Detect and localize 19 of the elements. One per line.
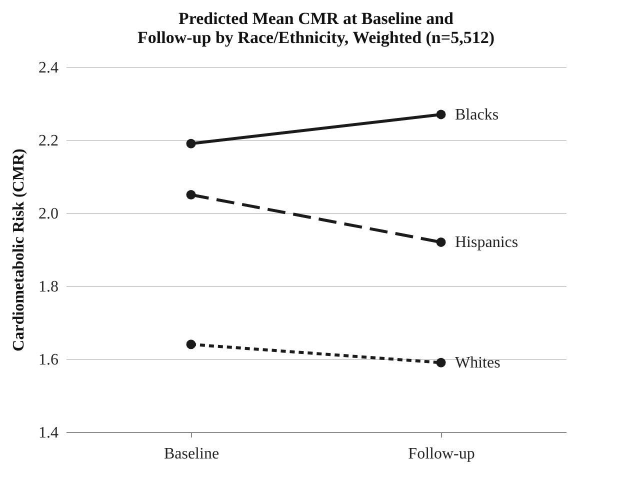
y-tick-label: 2.0	[38, 206, 58, 222]
point	[436, 358, 446, 368]
x-tick-label: Baseline	[164, 446, 220, 462]
series-label: Blacks	[455, 106, 499, 124]
x-tick-label: Follow-up	[408, 446, 475, 462]
series-label: Hispanics	[455, 234, 518, 252]
point	[186, 138, 196, 148]
y-tick-label: 1.8	[38, 278, 58, 296]
chart-title: Predicted Mean CMR at Baseline and Follow-up by Race/Ethnicity, Weighted (n=5,512)	[138, 9, 494, 47]
y-tick-label: 2.4	[38, 60, 58, 76]
y-tick-label: 1.6	[38, 352, 58, 368]
point	[186, 190, 196, 200]
y-tick-label: 1.4	[38, 424, 58, 442]
point	[436, 237, 446, 247]
y-axis-title: Cardiometabolic Risk (CMR)	[10, 148, 28, 352]
y-tick-label: 2.2	[38, 132, 58, 150]
point	[186, 340, 196, 350]
series-label: Whites	[455, 354, 500, 372]
point	[436, 110, 446, 120]
